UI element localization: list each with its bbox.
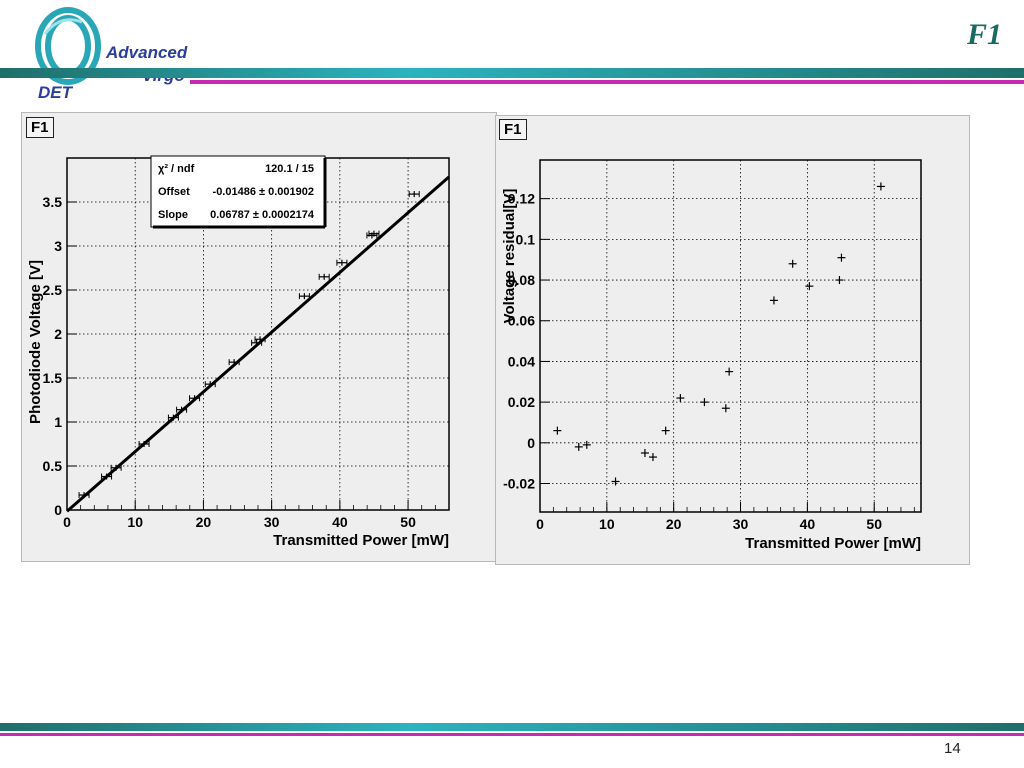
y-tick-label: 3.5: [43, 194, 63, 210]
y-tick-label: 1: [54, 414, 62, 430]
y-tick-label: 0: [54, 502, 62, 518]
header-bar-magenta: [190, 80, 1024, 84]
stats-slope-value: 0.06787 ± 0.0002174: [210, 209, 315, 221]
data-point: [835, 276, 844, 285]
stats-offset-label: Offset: [158, 186, 190, 198]
data-points: [553, 182, 885, 486]
data-point: [138, 441, 150, 447]
stats-box: χ² / ndf 120.1 / 15 Offset -0.01486 ± 0.…: [150, 155, 327, 229]
y-tick-label: 1.5: [43, 370, 63, 386]
fit-plot-panel: F1 0 10 20 30 40 50 0 0.5 1 1.5 2 2.5 3 3.5 Transmitt…: [21, 112, 497, 562]
data-point: [582, 440, 591, 449]
data-point: [167, 414, 179, 421]
data-point: [318, 273, 330, 280]
data-point: [725, 367, 734, 376]
plot-frame: [539, 159, 922, 513]
data-point: [101, 473, 113, 480]
residual-plot: 0 10 20 30 40 50 -0.02 0 0.02 0.04 0.06 0.08 0.1 0.12…: [501, 159, 922, 552]
x-tick-label: 20: [666, 516, 682, 532]
x-tick-label: 50: [866, 516, 882, 532]
y-tick-label: 0.06: [508, 313, 535, 329]
data-point: [574, 442, 583, 451]
stats-offset-value: -0.01486 ± 0.001902: [213, 186, 314, 198]
data-point: [110, 464, 122, 471]
slide-title: F1: [966, 18, 1002, 51]
x-tick-label: 50: [400, 514, 416, 530]
panel-label: F1: [26, 117, 54, 138]
residual-plot-panel: F1 0 10 20 30 40 50 -0.02 0 0.02 0.04 0.06 0.08 0.1 0…: [495, 115, 970, 565]
data-point: [640, 448, 649, 457]
data-points: [78, 191, 420, 499]
y-tick-label: 2.5: [43, 282, 63, 298]
data-point: [788, 259, 797, 268]
data-point: [78, 492, 90, 499]
y-tick-label: 2: [54, 326, 62, 342]
tick-labels: 0 10 20 30 40 50 0 0.5 1 1.5 2 2.5 3 3.5: [43, 194, 450, 530]
x-tick-label: 0: [63, 514, 71, 530]
data-point: [700, 398, 709, 407]
x-axis-label: Transmitted Power [mW]: [745, 535, 921, 552]
tick-labels: 0 10 20 30 40 50 -0.02 0 0.02 0.04 0.06 0.08 0.1 0.12: [503, 191, 915, 532]
y-tick-label: 3: [54, 238, 62, 254]
data-point: [251, 339, 263, 346]
data-point: [254, 336, 266, 343]
fit-plot: 0 10 20 30 40 50 0 0.5 1 1.5 2 2.5 3 3.5 Transmitted …: [27, 155, 450, 549]
y-tick-label: 0.02: [508, 394, 535, 410]
svg-text:Advanced: Advanced: [105, 43, 188, 62]
stats-slope-label: Slope: [158, 209, 188, 221]
stats-chi2-value: 120.1 / 15: [265, 163, 314, 175]
x-tick-label: 10: [599, 516, 615, 532]
footer-bar-teal: [0, 723, 1024, 731]
x-tick-label: 30: [264, 514, 280, 530]
data-point: [611, 477, 620, 486]
data-point: [408, 191, 420, 198]
y-axis-label: Voltage residual[V]: [501, 189, 518, 324]
footer-bar-magenta: [0, 733, 1024, 736]
x-tick-label: 40: [332, 514, 348, 530]
data-point: [189, 395, 201, 402]
y-tick-label: 0.12: [508, 191, 535, 207]
x-tick-label: 0: [536, 516, 544, 532]
data-point: [837, 253, 846, 262]
y-tick-label: 0: [527, 435, 535, 451]
x-tick-label: 30: [733, 516, 749, 532]
data-point: [336, 259, 348, 266]
x-tick-label: 40: [800, 516, 816, 532]
header-bar-teal: [0, 68, 1024, 78]
advanced-virgo-logo: Advanced Virgo DET: [35, 7, 188, 102]
x-tick-label: 20: [196, 514, 212, 530]
data-point: [204, 381, 216, 388]
data-point: [805, 282, 814, 291]
y-tick-label: 0.08: [508, 272, 535, 288]
svg-text:DET: DET: [38, 83, 74, 102]
data-point: [553, 426, 562, 435]
grid: [539, 160, 921, 512]
data-point: [648, 453, 657, 462]
data-point: [769, 296, 778, 305]
fit-line: [66, 175, 450, 513]
data-point: [876, 182, 885, 191]
y-axis-label: Photodiode Voltage [V]: [27, 260, 44, 424]
stats-chi2-label: χ² / ndf: [158, 163, 195, 175]
data-point: [721, 404, 730, 413]
x-tick-label: 10: [127, 514, 143, 530]
data-point: [368, 230, 380, 237]
page-number: 14: [944, 740, 961, 757]
y-tick-label: -0.02: [503, 476, 535, 492]
panel-label: F1: [499, 119, 527, 140]
y-tick-label: 0.04: [508, 353, 535, 369]
data-point: [228, 359, 240, 366]
data-point: [676, 394, 685, 403]
y-tick-label: 0.5: [43, 458, 63, 474]
data-point: [176, 406, 188, 413]
data-point: [298, 293, 310, 300]
data-point: [661, 426, 670, 435]
y-tick-label: 0.1: [516, 231, 536, 247]
x-axis-label: Transmitted Power [mW]: [273, 532, 449, 549]
